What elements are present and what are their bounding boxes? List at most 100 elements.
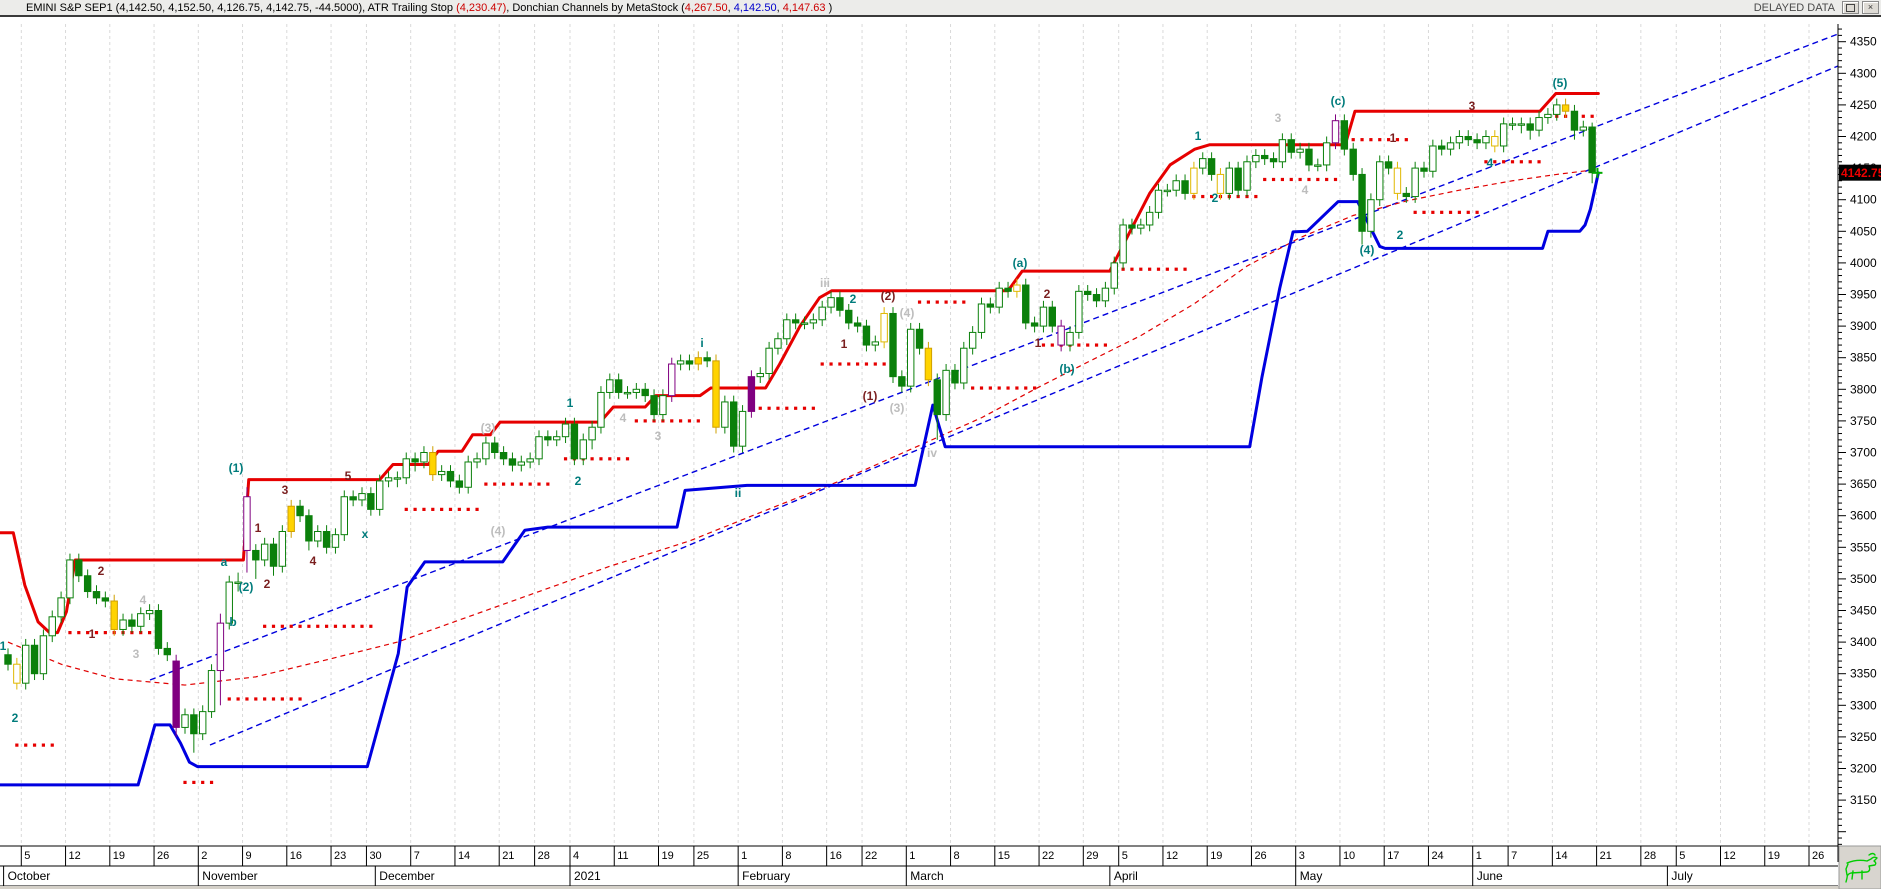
svg-text:16: 16: [290, 850, 302, 862]
svg-text:b: b: [229, 615, 236, 629]
title-segment: 4,142.50: [733, 1, 777, 14]
svg-text:4: 4: [620, 411, 627, 425]
window-title-bar: EMINI S&P SEP1 (4,142.50, 4,152.50, 4,12…: [0, 0, 1881, 17]
current-price-box: [1839, 164, 1881, 181]
svg-text:26: 26: [157, 850, 169, 862]
svg-text:1: 1: [1195, 129, 1202, 143]
svg-text:4250: 4250: [1850, 98, 1877, 112]
svg-text:4100: 4100: [1850, 193, 1877, 207]
svg-text:2: 2: [98, 564, 105, 578]
svg-text:4050: 4050: [1850, 224, 1877, 238]
svg-text:iii: iii: [820, 276, 830, 290]
title-segment: 4,147.63: [782, 1, 826, 14]
metastock-bull-logo: [1838, 845, 1881, 889]
svg-text:4: 4: [140, 593, 147, 607]
svg-text:3800: 3800: [1850, 382, 1877, 396]
svg-text:(5): (5): [1553, 76, 1568, 90]
svg-text:(2): (2): [239, 580, 254, 594]
elliott-wave-labels: 121234ab(1)(2)12345x(3)(4)1243iiiiii12(1…: [0, 76, 1567, 725]
svg-text:February: February: [742, 869, 790, 883]
svg-text:i: i: [700, 336, 703, 350]
svg-text:March: March: [910, 869, 943, 883]
svg-text:(1): (1): [863, 389, 878, 403]
svg-text:15: 15: [998, 850, 1010, 862]
svg-text:7: 7: [414, 850, 420, 862]
svg-text:June: June: [1477, 869, 1503, 883]
svg-text:26: 26: [1254, 850, 1266, 862]
svg-text:3650: 3650: [1850, 477, 1877, 491]
trendlines[interactable]: [149, 33, 1839, 746]
grid-lines: [20, 24, 1810, 845]
svg-text:3550: 3550: [1850, 540, 1877, 554]
svg-text:May: May: [1300, 869, 1323, 883]
candlesticks: [4, 98, 1596, 753]
svg-text:5: 5: [1122, 850, 1128, 862]
svg-text:3: 3: [1275, 111, 1282, 125]
svg-text:1: 1: [841, 337, 848, 351]
svg-text:3: 3: [282, 483, 289, 497]
svg-text:4: 4: [1302, 183, 1309, 197]
svg-text:21: 21: [1600, 850, 1612, 862]
svg-text:(4): (4): [491, 524, 506, 538]
svg-text:a: a: [221, 555, 228, 569]
svg-text:16: 16: [830, 850, 842, 862]
svg-text:3: 3: [133, 647, 140, 661]
svg-text:4300: 4300: [1850, 66, 1877, 80]
last-price-marker: [1592, 167, 1603, 178]
svg-text:26: 26: [1812, 850, 1824, 862]
svg-text:1: 1: [741, 850, 747, 862]
svg-text:19: 19: [113, 850, 125, 862]
svg-text:19: 19: [662, 850, 674, 862]
svg-text:2: 2: [201, 850, 207, 862]
svg-text:7: 7: [1511, 850, 1517, 862]
svg-text:12: 12: [1166, 850, 1178, 862]
price-axis[interactable]: 3150 3200 3250 3300 3350 3400 3450 3500 3550 3600…: [1837, 17, 1881, 889]
svg-text:4000: 4000: [1850, 256, 1877, 270]
svg-text:(1): (1): [229, 461, 244, 475]
svg-text:x: x: [362, 527, 369, 541]
current-price-value: 4142.75: [1841, 166, 1881, 180]
svg-text:30: 30: [369, 850, 381, 862]
svg-text:2021: 2021: [574, 869, 601, 883]
svg-text:19: 19: [1210, 850, 1222, 862]
svg-text:3450: 3450: [1850, 604, 1877, 618]
svg-text:1: 1: [89, 627, 96, 641]
svg-text:9: 9: [246, 850, 252, 862]
chart-canvas[interactable]: 121234ab(1)(2)12345x(3)(4)1243iiiiii12(1…: [0, 17, 1881, 889]
svg-text:October: October: [8, 869, 51, 883]
svg-text:5: 5: [345, 469, 352, 483]
title-segment: EMINI S&P SEP1 (4,142.50, 4,152.50, 4,12…: [26, 1, 457, 14]
svg-text:2: 2: [264, 577, 271, 591]
svg-text:5: 5: [24, 850, 30, 862]
svg-text:24: 24: [1431, 850, 1443, 862]
svg-text:23: 23: [334, 850, 346, 862]
svg-text:3750: 3750: [1850, 414, 1877, 428]
svg-text:3700: 3700: [1850, 446, 1877, 460]
svg-text:ii: ii: [735, 486, 742, 500]
svg-text:3150: 3150: [1850, 793, 1877, 807]
svg-text:8: 8: [785, 850, 791, 862]
svg-text:5: 5: [1679, 850, 1685, 862]
svg-text:2: 2: [575, 474, 582, 488]
svg-text:10: 10: [1343, 850, 1355, 862]
svg-text:3600: 3600: [1850, 509, 1877, 523]
title-segment: ,: [776, 1, 783, 14]
svg-text:2: 2: [850, 292, 857, 306]
svg-text:3300: 3300: [1850, 698, 1877, 712]
svg-text:4: 4: [1487, 156, 1494, 170]
svg-text:28: 28: [538, 850, 550, 862]
svg-text:1: 1: [0, 639, 7, 653]
svg-text:28: 28: [1644, 850, 1656, 862]
svg-text:22: 22: [865, 850, 877, 862]
svg-text:3350: 3350: [1850, 667, 1877, 681]
svg-text:3950: 3950: [1850, 288, 1877, 302]
svg-text:2: 2: [1044, 287, 1051, 301]
restore-window-button[interactable]: [1842, 1, 1859, 14]
svg-text:(4): (4): [1360, 243, 1375, 257]
close-window-button[interactable]: ×: [1862, 1, 1879, 14]
svg-text:(3): (3): [481, 421, 496, 435]
svg-text:1: 1: [1476, 850, 1482, 862]
chart-background: [0, 17, 1881, 889]
svg-text:(4): (4): [900, 306, 915, 320]
